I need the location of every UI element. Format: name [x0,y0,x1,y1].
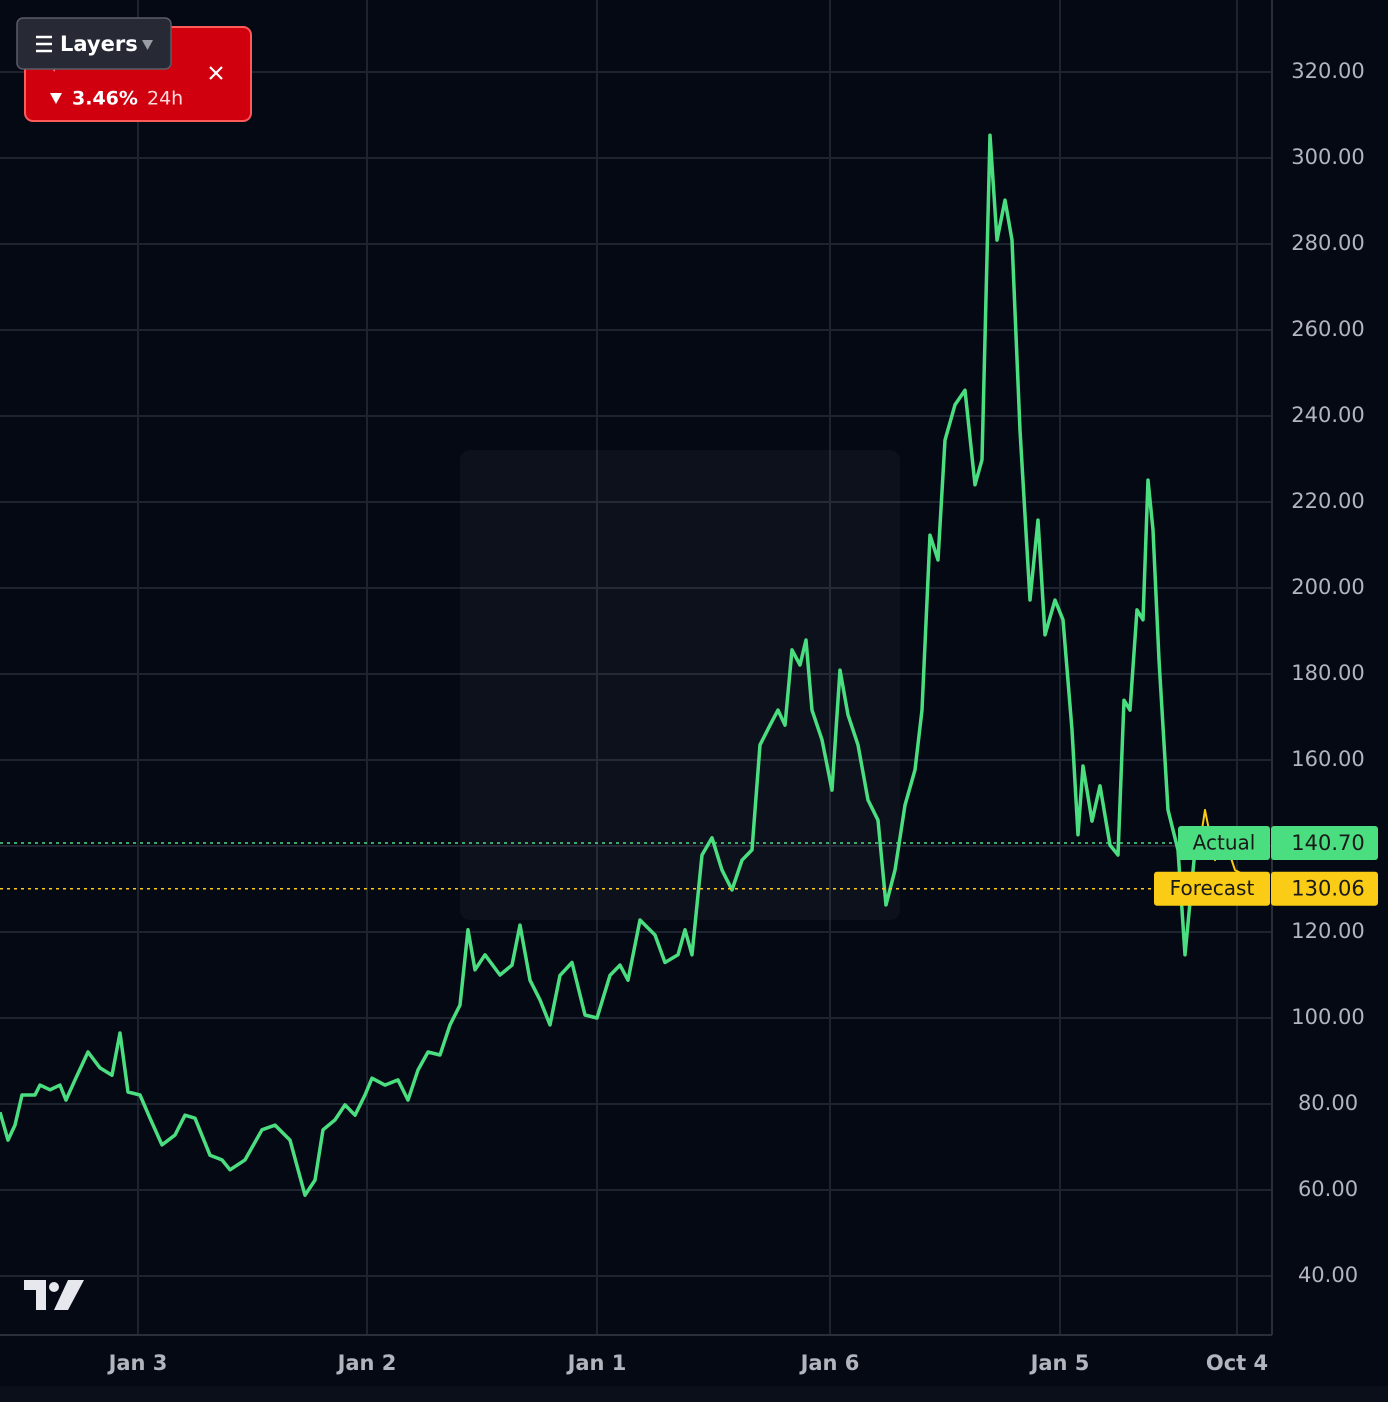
y-tick-label: 200.00 [1291,575,1364,599]
grid [0,0,1272,1335]
series-name: Actual [1193,830,1256,854]
x-tick-label: Jan 1 [566,1351,627,1375]
value-label: 130.06 [1291,877,1364,901]
bottom-bar [0,1386,1388,1402]
series-badge [1178,825,1270,860]
y-tick-label: 300.00 [1291,145,1364,169]
tv-logo [24,1280,84,1310]
down-arrow [50,93,62,104]
layers-button[interactable]: Layers [16,17,172,70]
ticker-period: 24h [147,88,183,110]
x-tick-label: Jan 2 [336,1351,397,1375]
layers-box[interactable] [16,17,172,70]
series-line [0,133,1202,1197]
x-tick-label: Oct 4 [1206,1351,1268,1375]
dropdown-arrow [142,40,153,50]
ticker-change: 3.46% [72,88,138,110]
value-badge [1271,825,1378,860]
value-badge [1271,871,1378,906]
y-tick-label: 40.00 [1298,1263,1358,1287]
close-button[interactable] [209,66,223,80]
x-tick-label: Jan 5 [1029,1351,1090,1375]
x-tick-label: Jan 3 [107,1351,168,1375]
watermark [460,450,900,920]
y-tick-label: 280.00 [1291,231,1364,255]
series-badge [1154,871,1270,906]
y-tick-label: 260.00 [1291,317,1364,341]
axes: 40.0060.0080.00100.00120.00140.00160.001… [107,59,1378,1375]
y-tick-label: 80.00 [1298,1091,1358,1115]
value-label: 140.70 [1291,831,1364,855]
y-tick-label: 320.00 [1291,59,1364,83]
y-tick-label: 220.00 [1291,489,1364,513]
y-tick-label: 180.00 [1291,661,1364,685]
x-tick-label: Jan 6 [799,1351,860,1375]
y-tick-label: 240.00 [1291,403,1364,427]
layers-label[interactable]: Layers [60,32,138,56]
y-tick-label: 100.00 [1291,1005,1364,1029]
y-tick-label: 160.00 [1291,747,1364,771]
y-tick-label: 120.00 [1291,919,1364,943]
menu-icon [36,35,52,53]
y-tick-label: 60.00 [1298,1177,1358,1201]
series-name: Forecast [1170,876,1255,900]
